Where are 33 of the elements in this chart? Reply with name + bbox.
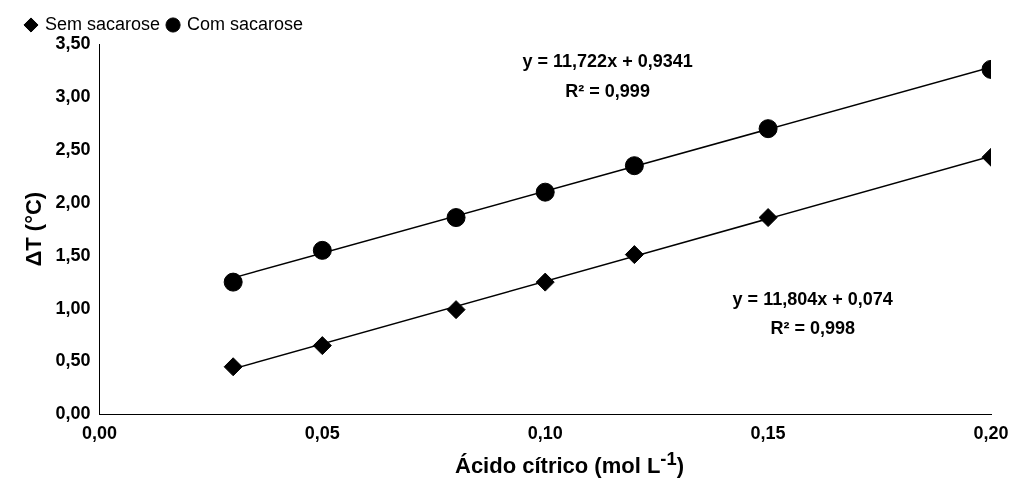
y-axis-title: ΔT (°C) bbox=[21, 191, 47, 267]
y-tick-label: 2,00 bbox=[55, 191, 91, 212]
x-tick-label: 0,05 bbox=[304, 423, 340, 444]
legend-label: Com sacarose bbox=[187, 13, 304, 34]
point bbox=[758, 208, 778, 228]
annotation: y = 11,804x + 0,074 bbox=[732, 288, 893, 309]
point bbox=[535, 272, 555, 292]
y-tick-label: 3,50 bbox=[55, 32, 91, 53]
point bbox=[446, 300, 466, 320]
x-tick-label: 0,20 bbox=[973, 423, 1009, 444]
y-tick-label: 1,50 bbox=[55, 244, 91, 265]
y-tick-label: 0,00 bbox=[55, 403, 91, 424]
point bbox=[624, 156, 644, 176]
point bbox=[624, 245, 644, 265]
x-tick-label: 0,15 bbox=[750, 423, 786, 444]
annotation: y = 11,722x + 0,9341 bbox=[522, 51, 693, 72]
y-tick-label: 0,50 bbox=[55, 350, 91, 371]
x-axis-title: Ácido cítrico (mol L$^{-1}$) bbox=[454, 448, 685, 480]
annotation: R² = 0,998 bbox=[770, 318, 855, 339]
legend-label: Sem sacarose bbox=[45, 13, 161, 34]
x-tick-label: 0,00 bbox=[81, 423, 117, 444]
point bbox=[758, 119, 778, 139]
y-tick-label: 2,50 bbox=[55, 138, 91, 159]
y-tick-label: 3,00 bbox=[55, 85, 91, 106]
point bbox=[312, 240, 332, 260]
point bbox=[223, 272, 243, 292]
point bbox=[535, 182, 555, 202]
annotation: R² = 0,999 bbox=[565, 81, 650, 102]
x-tick-label: 0,10 bbox=[527, 423, 563, 444]
point bbox=[312, 336, 332, 356]
point bbox=[446, 208, 466, 228]
y-tick-label: 1,00 bbox=[55, 297, 91, 318]
point bbox=[223, 357, 243, 377]
